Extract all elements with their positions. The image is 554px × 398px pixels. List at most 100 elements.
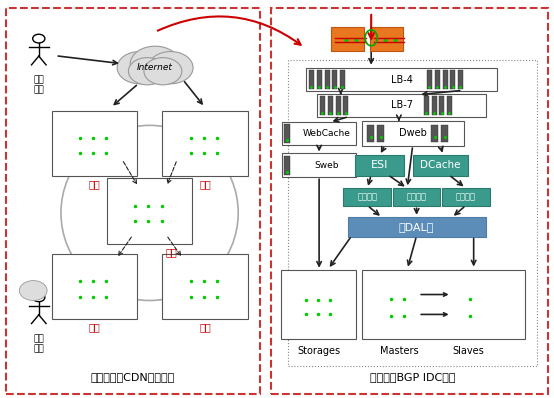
FancyBboxPatch shape — [211, 271, 223, 285]
FancyBboxPatch shape — [6, 8, 260, 394]
FancyBboxPatch shape — [129, 195, 141, 209]
Text: Internet: Internet — [137, 63, 173, 72]
Text: 苏州: 苏州 — [33, 334, 44, 343]
Bar — [377, 125, 384, 142]
FancyBboxPatch shape — [362, 121, 464, 146]
FancyBboxPatch shape — [184, 271, 197, 285]
FancyBboxPatch shape — [324, 290, 335, 302]
FancyBboxPatch shape — [162, 254, 248, 319]
Bar — [340, 70, 345, 89]
Bar — [336, 96, 341, 115]
FancyBboxPatch shape — [288, 60, 537, 366]
FancyBboxPatch shape — [211, 286, 223, 300]
Text: 审核中心: 审核中心 — [456, 193, 476, 201]
Text: 分布式缓存CDN加速系统: 分布式缓存CDN加速系统 — [91, 372, 175, 382]
FancyBboxPatch shape — [312, 290, 323, 302]
Bar — [332, 70, 337, 89]
Text: 成都: 成都 — [199, 322, 211, 332]
FancyBboxPatch shape — [385, 287, 397, 302]
FancyBboxPatch shape — [184, 128, 197, 141]
FancyBboxPatch shape — [281, 270, 356, 339]
FancyBboxPatch shape — [413, 155, 468, 176]
Circle shape — [130, 46, 180, 82]
FancyBboxPatch shape — [442, 188, 490, 206]
Circle shape — [129, 58, 166, 85]
FancyBboxPatch shape — [348, 217, 485, 236]
Circle shape — [19, 281, 47, 300]
Text: 核心数据BGP IDC机房: 核心数据BGP IDC机房 — [370, 372, 455, 382]
FancyBboxPatch shape — [211, 128, 223, 141]
Text: LB-7: LB-7 — [391, 100, 413, 111]
FancyBboxPatch shape — [142, 211, 155, 224]
FancyBboxPatch shape — [464, 287, 476, 302]
Circle shape — [144, 58, 182, 85]
FancyBboxPatch shape — [398, 287, 411, 302]
FancyBboxPatch shape — [74, 128, 86, 141]
Bar — [309, 70, 314, 89]
Bar — [450, 70, 455, 89]
FancyBboxPatch shape — [100, 286, 112, 300]
Bar — [435, 70, 440, 89]
FancyBboxPatch shape — [282, 153, 356, 177]
Text: 苏州: 苏州 — [88, 322, 100, 332]
Text: 北京: 北京 — [166, 247, 178, 257]
Text: Sweb: Sweb — [314, 161, 338, 170]
FancyBboxPatch shape — [87, 143, 99, 156]
FancyBboxPatch shape — [393, 188, 440, 206]
Text: 用户: 用户 — [33, 344, 44, 353]
FancyBboxPatch shape — [306, 68, 497, 91]
Circle shape — [148, 52, 193, 84]
Text: DCache: DCache — [420, 160, 461, 170]
Circle shape — [117, 52, 162, 84]
FancyBboxPatch shape — [312, 304, 323, 317]
FancyBboxPatch shape — [300, 304, 311, 317]
FancyBboxPatch shape — [398, 304, 411, 319]
Bar — [367, 125, 374, 142]
Text: WebCache: WebCache — [302, 129, 350, 138]
FancyBboxPatch shape — [129, 211, 141, 224]
FancyBboxPatch shape — [385, 304, 397, 319]
Bar — [447, 96, 452, 115]
Text: 沈阳: 沈阳 — [88, 179, 100, 189]
FancyBboxPatch shape — [198, 128, 210, 141]
FancyBboxPatch shape — [331, 27, 364, 51]
FancyBboxPatch shape — [74, 271, 86, 285]
Text: 沈阳: 沈阳 — [33, 76, 44, 85]
FancyBboxPatch shape — [198, 286, 210, 300]
FancyBboxPatch shape — [271, 8, 548, 394]
FancyBboxPatch shape — [370, 27, 403, 51]
Bar — [443, 70, 448, 89]
Text: Slaves: Slaves — [452, 346, 484, 356]
Text: LB-4: LB-4 — [391, 74, 413, 85]
Text: Storages: Storages — [297, 346, 340, 356]
Text: ESI: ESI — [371, 160, 388, 170]
FancyBboxPatch shape — [282, 121, 356, 145]
Bar — [432, 96, 437, 115]
Bar — [439, 96, 444, 115]
FancyBboxPatch shape — [198, 143, 210, 156]
Bar — [320, 96, 325, 115]
FancyBboxPatch shape — [100, 128, 112, 141]
Text: Masters: Masters — [379, 346, 418, 356]
Bar — [424, 96, 429, 115]
Text: 用户中心: 用户中心 — [407, 193, 427, 201]
Bar — [328, 96, 333, 115]
FancyBboxPatch shape — [300, 290, 311, 302]
Bar — [284, 156, 290, 174]
FancyBboxPatch shape — [100, 143, 112, 156]
FancyBboxPatch shape — [317, 94, 486, 117]
FancyBboxPatch shape — [142, 195, 155, 209]
FancyBboxPatch shape — [184, 143, 197, 156]
FancyBboxPatch shape — [162, 111, 248, 176]
FancyBboxPatch shape — [52, 254, 137, 319]
Bar — [458, 70, 463, 89]
FancyBboxPatch shape — [198, 271, 210, 285]
FancyBboxPatch shape — [107, 178, 192, 244]
FancyBboxPatch shape — [156, 211, 168, 224]
Bar — [317, 70, 322, 89]
Bar — [284, 124, 290, 142]
FancyBboxPatch shape — [17, 28, 249, 374]
FancyBboxPatch shape — [355, 155, 404, 176]
Bar — [441, 125, 448, 142]
FancyBboxPatch shape — [343, 188, 391, 206]
